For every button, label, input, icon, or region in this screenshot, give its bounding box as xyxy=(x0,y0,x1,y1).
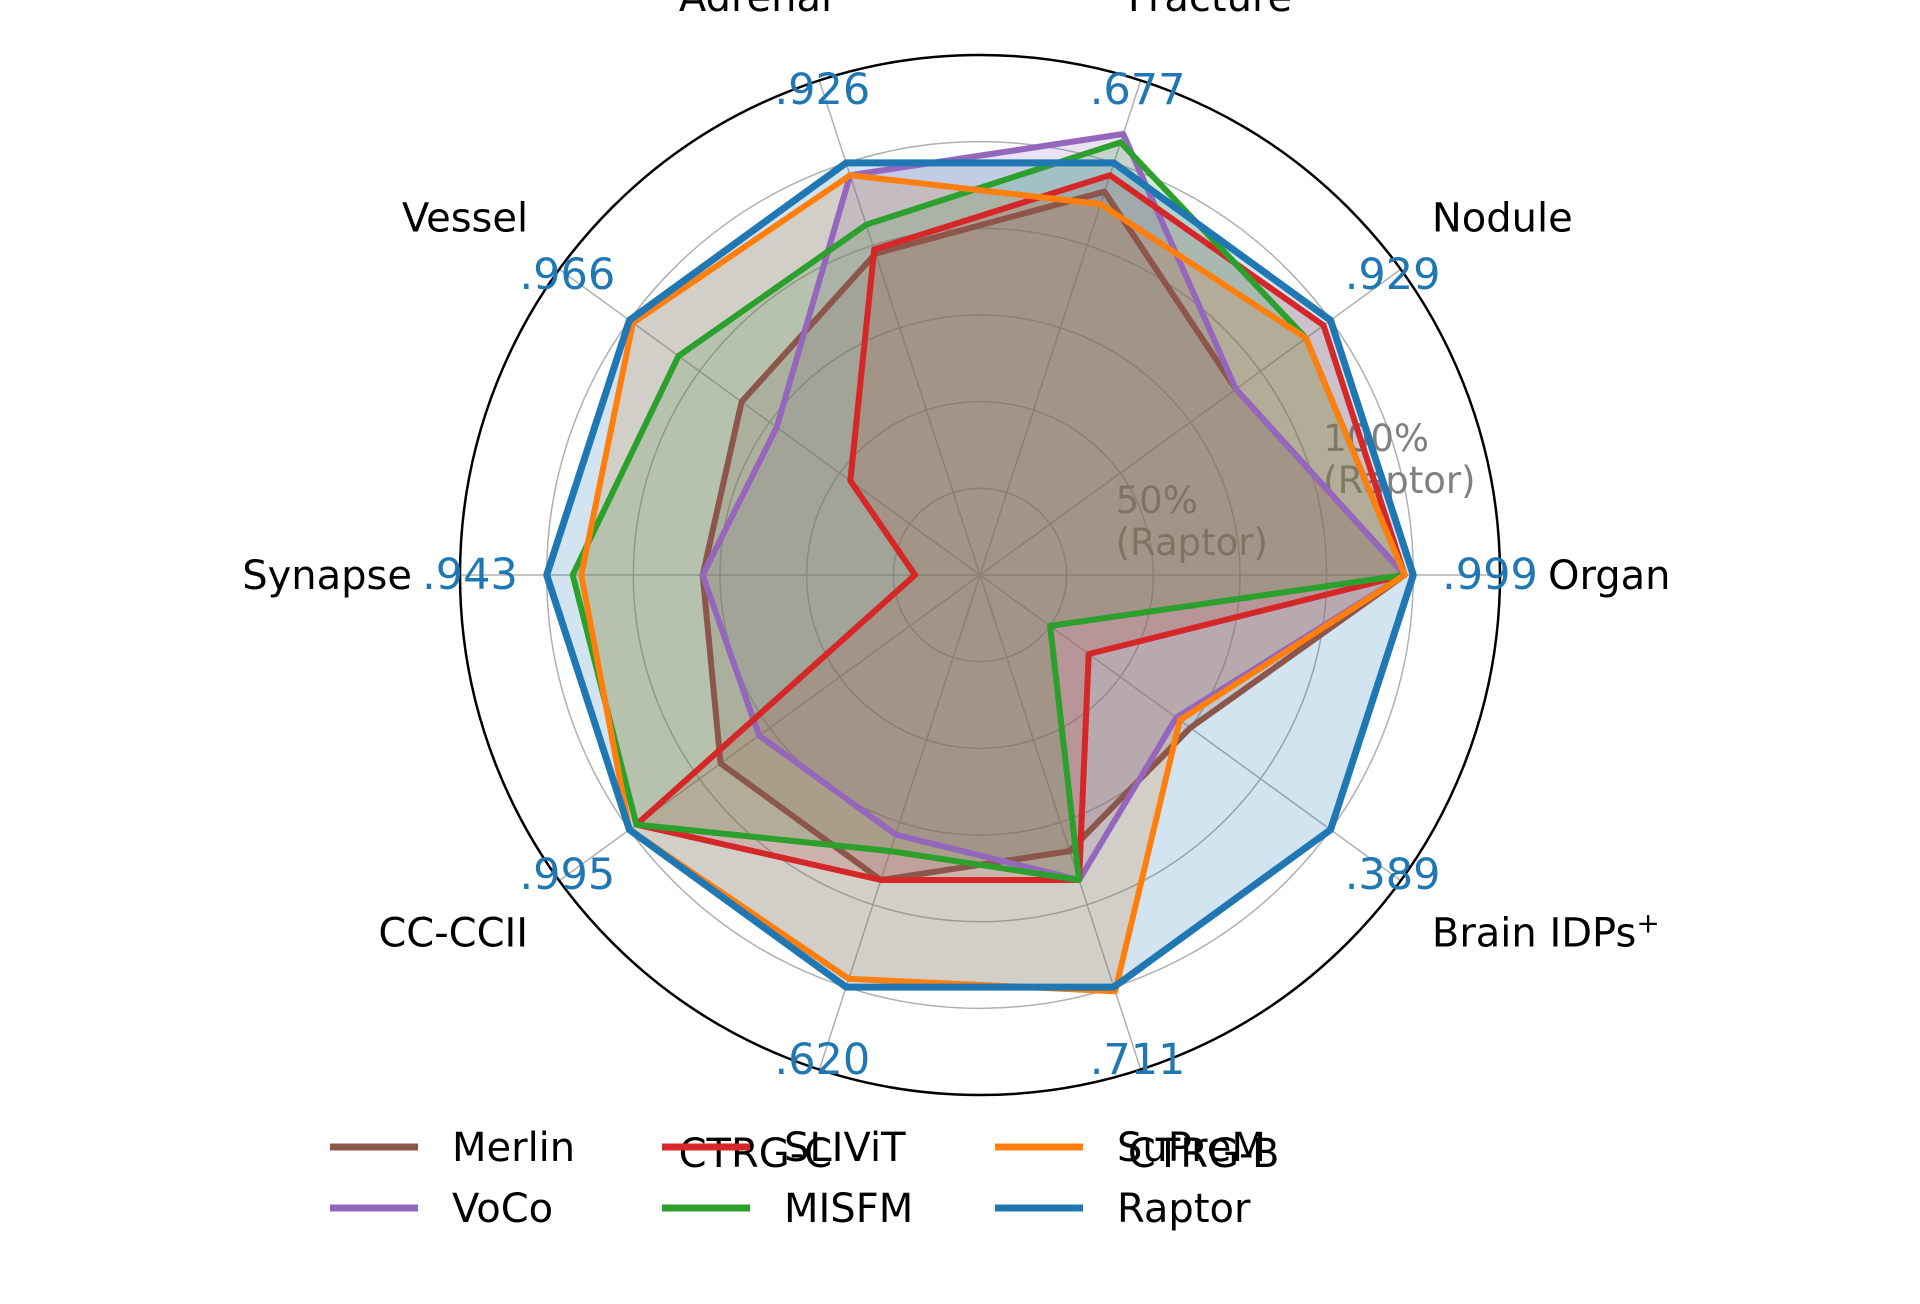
legend-label-slivit: SLIViT xyxy=(784,1125,906,1171)
category-label: CTRG-B xyxy=(1128,1131,1280,1177)
value-label: .926 xyxy=(775,65,871,115)
legend-label-voco: VoCo xyxy=(452,1186,553,1232)
radar-series xyxy=(543,131,1417,995)
value-label: .943 xyxy=(422,550,518,600)
value-label: .929 xyxy=(1345,250,1441,300)
outer-frame xyxy=(458,53,1502,1097)
legend-label-merlin: Merlin xyxy=(452,1125,575,1171)
category-label: Vessel xyxy=(402,196,528,242)
series-line-raptor xyxy=(543,159,1417,991)
series-line-misfm xyxy=(569,139,1408,883)
category-label: Nodule xyxy=(1432,196,1573,242)
category-superscript: + xyxy=(1636,906,1659,939)
value-label: .677 xyxy=(1090,65,1186,115)
legend-label-misfm: MISFM xyxy=(784,1186,913,1232)
category-label: Adrenal xyxy=(679,0,832,21)
category-label: Fracture xyxy=(1128,0,1292,21)
value-label: .389 xyxy=(1345,850,1441,900)
value-label: .711 xyxy=(1090,1035,1186,1085)
category-label: CC-CCII xyxy=(378,910,528,956)
series-line-slivit xyxy=(633,172,1408,883)
chart-legend: Merlin VoCo SLIViT MISFM SuPreM Raptor xyxy=(330,1125,1266,1232)
ring-label-line1: 50% xyxy=(1116,479,1198,522)
series-fill-merlin xyxy=(702,191,1405,880)
series-line-voco xyxy=(699,131,1408,883)
category-label: Organ xyxy=(1548,553,1670,599)
series-line-suprem xyxy=(578,172,1408,995)
value-label: .620 xyxy=(775,1035,871,1085)
category-label: Synapse xyxy=(242,553,412,599)
series-fill-raptor xyxy=(546,162,1414,988)
series-fill-suprem xyxy=(581,175,1405,992)
value-label: .995 xyxy=(520,850,616,900)
ring-label-line2: (Raptor) xyxy=(1116,521,1268,564)
legend-label-suprem: SuPreM xyxy=(1117,1125,1266,1171)
value-label: .966 xyxy=(520,250,616,300)
value-label: .999 xyxy=(1442,550,1538,600)
category-label: Brain IDPs+ xyxy=(1432,906,1660,956)
category-label: CTRG-C xyxy=(679,1131,833,1177)
series-fill-voco xyxy=(702,134,1405,880)
legend-label-raptor: Raptor xyxy=(1117,1186,1251,1232)
ring-label-line2: (Raptor) xyxy=(1323,459,1475,502)
